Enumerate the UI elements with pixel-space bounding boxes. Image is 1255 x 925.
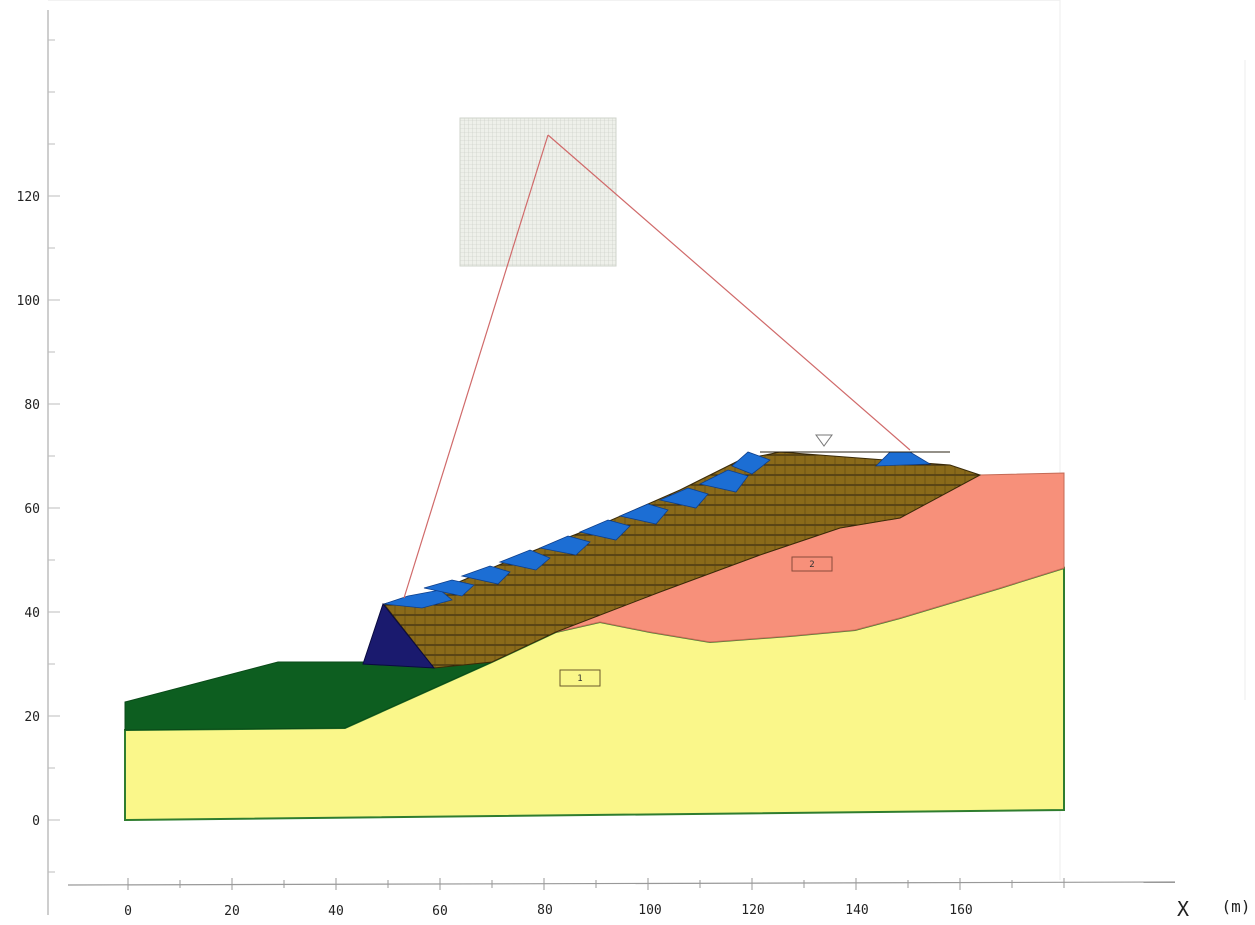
x-axis-ticks bbox=[127, 878, 1065, 890]
x-tick-label-140: 140 bbox=[845, 903, 868, 918]
water-level-marker bbox=[815, 434, 833, 447]
x-tick-label-120: 120 bbox=[741, 903, 764, 918]
slip-lines bbox=[403, 134, 911, 599]
y-tick-label-40: 40 bbox=[24, 606, 40, 621]
x-tick-label-160: 160 bbox=[949, 903, 972, 918]
x-axis-unit: (m) bbox=[1222, 897, 1251, 916]
x-tick-label-80: 80 bbox=[537, 903, 553, 918]
x-axis-title: X bbox=[1177, 897, 1189, 921]
y-tick-label-100: 100 bbox=[17, 294, 40, 309]
y-tick-label-0: 0 bbox=[32, 814, 40, 829]
x-axis-line bbox=[67, 881, 1176, 886]
y-tick-label-120: 120 bbox=[17, 190, 40, 205]
x-tick-label-20: 20 bbox=[224, 904, 240, 919]
material-label-2-text: 2 bbox=[809, 560, 814, 570]
y-tick-label-20: 20 bbox=[24, 710, 40, 725]
y-tick-label-80: 80 bbox=[24, 398, 40, 413]
material-label-1-text: 1 bbox=[577, 674, 582, 684]
x-tick-label-100: 100 bbox=[638, 903, 661, 918]
material-label-1: 1 bbox=[559, 669, 601, 687]
embankment-fill-layer bbox=[383, 451, 982, 669]
y-axis-ticks bbox=[48, 39, 60, 873]
slip-center-grid bbox=[459, 117, 617, 267]
x-tick-label-60: 60 bbox=[432, 904, 448, 919]
toe-wedge bbox=[362, 602, 436, 669]
blue-stepped-facing bbox=[383, 451, 932, 609]
x-tick-label-0: 0 bbox=[124, 904, 132, 919]
y-tick-label-60: 60 bbox=[24, 502, 40, 517]
x-axis-labels: 0 20 40 60 80 100 120 140 160 bbox=[124, 903, 973, 919]
material-label-2: 2 bbox=[791, 556, 833, 572]
y-axis-labels: 0 20 40 60 80 100 120 bbox=[17, 190, 40, 829]
x-tick-label-40: 40 bbox=[328, 904, 344, 919]
